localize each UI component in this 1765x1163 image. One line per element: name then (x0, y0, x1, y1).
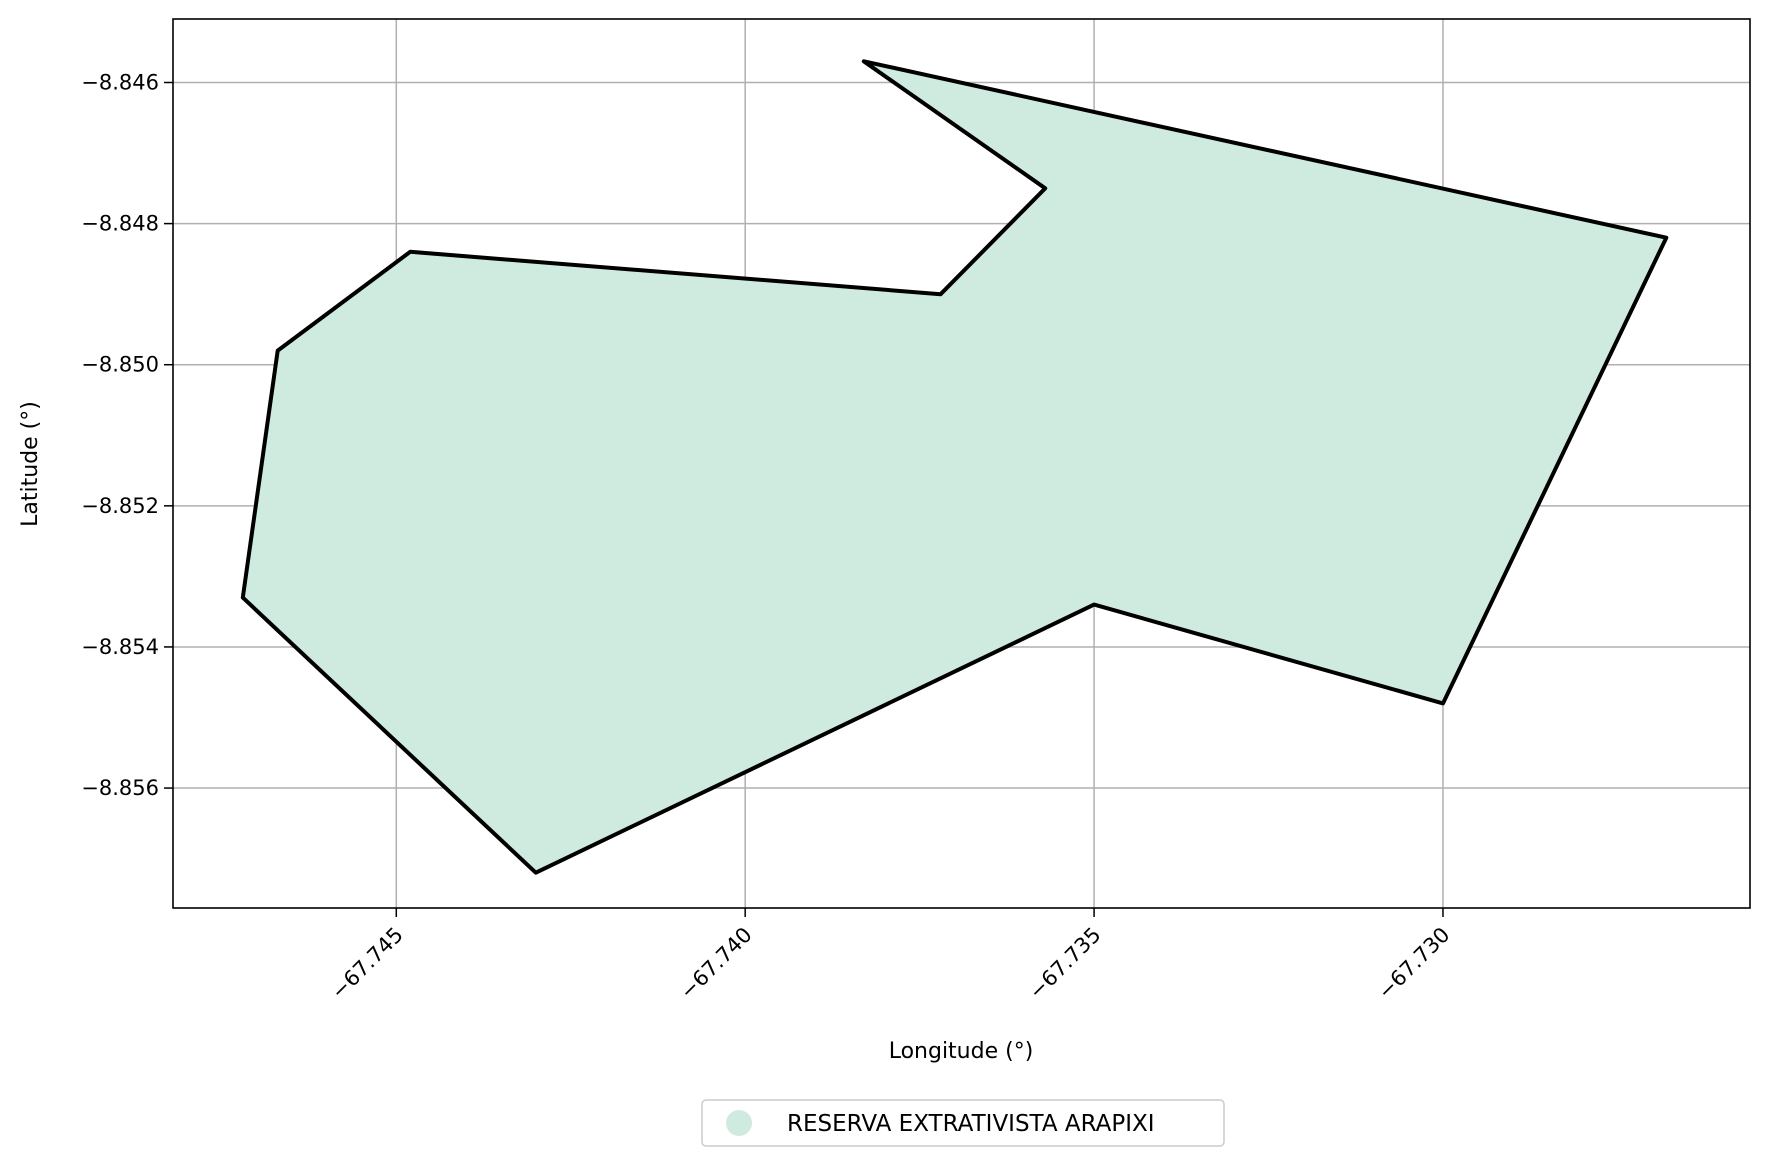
axes-frame (172, 18, 1751, 909)
legend: RESERVA EXTRATIVISTA ARAPIXI (701, 1099, 1225, 1147)
y-tick-label: −8.850 (81, 353, 159, 377)
y-tick-label: −8.854 (81, 635, 159, 659)
y-tick-label: −8.852 (81, 494, 159, 518)
y-tick-label: −8.846 (81, 71, 159, 95)
plot-area (172, 18, 1751, 909)
x-axis-title: Longitude (°) (889, 1039, 1034, 1064)
legend-label: RESERVA EXTRATIVISTA ARAPIXI (787, 1111, 1155, 1137)
feature-layer (240, 59, 1669, 875)
y-axis-ticks: −8.846 −8.848 −8.850 −8.852 −8.854 −8.856 (81, 71, 173, 800)
reserve-boundary-polygon (240, 59, 1669, 875)
legend-frame (701, 1099, 1225, 1147)
y-tick-label: −8.848 (81, 212, 159, 236)
y-axis-title: Latitude (°) (18, 401, 43, 527)
legend-marker (726, 1110, 752, 1136)
y-tick-label: −8.856 (81, 776, 159, 800)
